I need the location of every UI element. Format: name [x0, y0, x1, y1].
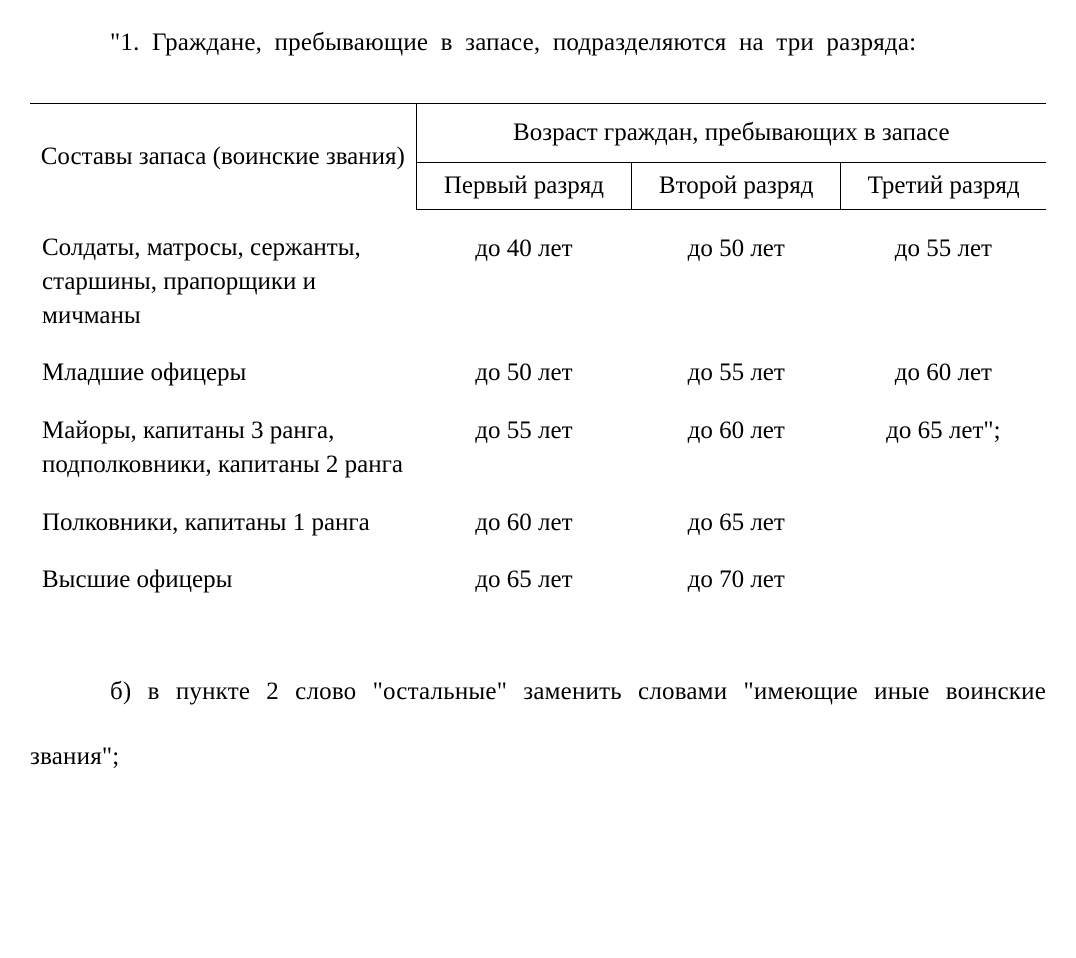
table-row: Солдаты, матросы, сержанты, старшины, пр… — [30, 209, 1046, 344]
table-subheader-1: Первый разряд — [416, 162, 632, 209]
cell-c2: до 50 лет — [632, 209, 841, 344]
table-row: Майоры, капитаны 3 ранга, подполковники,… — [30, 402, 1046, 494]
outro-paragraph: б) в пункте 2 слово "остальные" заменить… — [30, 659, 1046, 789]
cell-rank: Солдаты, матросы, сержанты, старшины, пр… — [30, 209, 416, 344]
cell-rank: Майоры, капитаны 3 ранга, подполковники,… — [30, 402, 416, 494]
cell-c1: до 55 лет — [416, 402, 632, 494]
table-subheader-3: Третий разряд — [841, 162, 1046, 209]
cell-c2: до 55 лет — [632, 344, 841, 402]
table-row: Высшие офицеры до 65 лет до 70 лет — [30, 551, 1046, 609]
cell-c3 — [841, 551, 1046, 609]
cell-c3: до 55 лет — [841, 209, 1046, 344]
cell-c2: до 60 лет — [632, 402, 841, 494]
document-page: "1. Граждане, пребывающие в запасе, подр… — [0, 0, 1076, 958]
cell-c2: до 65 лет — [632, 494, 841, 552]
cell-c1: до 40 лет — [416, 209, 632, 344]
table-subheader-2: Второй разряд — [632, 162, 841, 209]
cell-c1: до 65 лет — [416, 551, 632, 609]
cell-rank: Младшие офицеры — [30, 344, 416, 402]
cell-c3 — [841, 494, 1046, 552]
cell-c3: до 60 лет — [841, 344, 1046, 402]
table-header-group: Возраст граждан, пребывающих в запасе — [416, 104, 1046, 163]
table-row: Полковники, капитаны 1 ранга до 60 лет д… — [30, 494, 1046, 552]
table-row: Младшие офицеры до 50 лет до 55 лет до 6… — [30, 344, 1046, 402]
intro-paragraph: "1. Граждане, пребывающие в запасе, подр… — [30, 10, 1046, 75]
cell-c2: до 70 лет — [632, 551, 841, 609]
cell-c1: до 60 лет — [416, 494, 632, 552]
cell-c3: до 65 лет"; — [841, 402, 1046, 494]
table-header-left: Составы запаса (воинские звания) — [30, 104, 416, 210]
cell-c1: до 50 лет — [416, 344, 632, 402]
reserve-table: Составы запаса (воинские звания) Возраст… — [30, 103, 1046, 609]
cell-rank: Высшие офицеры — [30, 551, 416, 609]
cell-rank: Полковники, капитаны 1 ранга — [30, 494, 416, 552]
